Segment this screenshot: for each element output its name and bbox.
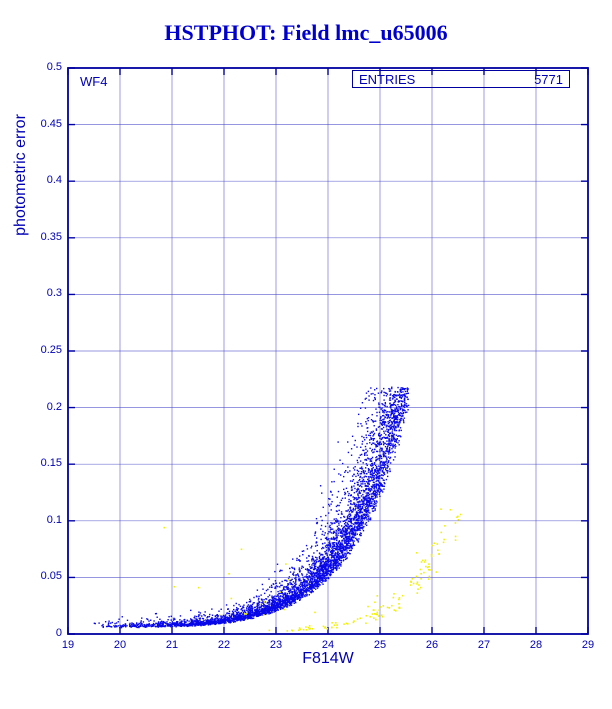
x-tick-label: 21 — [165, 639, 179, 651]
x-tick-label: 28 — [529, 639, 543, 651]
x-tick-label: 22 — [217, 639, 231, 651]
y-tick-label: 0.35 — [40, 230, 62, 243]
y-tick-label: 0 — [55, 627, 62, 639]
x-tick-label: 23 — [269, 639, 283, 651]
y-tick-label: 0.25 — [40, 344, 62, 356]
y-tick-label: 0.2 — [46, 400, 62, 413]
x-tick-label: 24 — [321, 639, 335, 651]
x-tick-label: 29 — [581, 639, 595, 651]
chip-label: WF4 — [80, 74, 108, 89]
entries-label: ENTRIES — [359, 71, 416, 87]
y-tick-label: 0.5 — [46, 61, 62, 73]
x-tick-label: 19 — [61, 639, 75, 651]
y-tick-label: 0.4 — [46, 174, 62, 187]
y-tick-label: 0.45 — [40, 117, 62, 130]
x-axis-label: F814W — [302, 650, 354, 667]
entries-value: 5771 — [534, 71, 563, 87]
y-tick-label: 0.05 — [40, 570, 62, 583]
y-tick-label: 0.3 — [46, 287, 62, 300]
x-tick-label: 27 — [477, 639, 491, 651]
x-tick-label: 26 — [425, 639, 439, 651]
x-tick-label: 20 — [113, 639, 127, 651]
x-tick-label: 25 — [373, 639, 387, 651]
y-tick-label: 0.15 — [40, 457, 62, 470]
y-tick-label: 0.1 — [46, 513, 62, 526]
entries-box: ENTRIES 5771 — [352, 70, 570, 88]
